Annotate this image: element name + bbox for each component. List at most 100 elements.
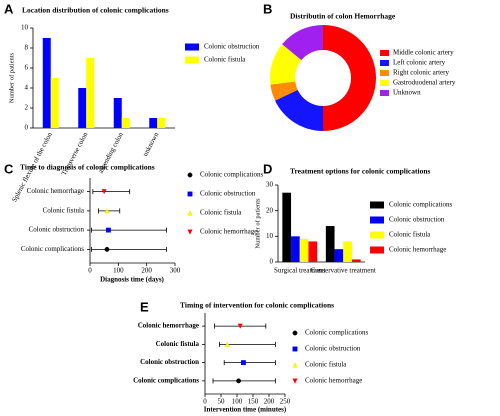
legend-swatch [370, 216, 384, 224]
legend-swatch [185, 56, 199, 64]
legend-swatch [370, 201, 384, 209]
marker [224, 341, 230, 347]
legend-label: Right colonic artery [393, 69, 449, 77]
legend-swatch [380, 80, 389, 86]
y-tick-label: 2 [25, 104, 29, 112]
marker [292, 346, 298, 352]
x-tick-label: 100 [232, 398, 243, 406]
bar [308, 241, 318, 262]
x-tick-label: Conservative treatment [311, 267, 376, 275]
legend-label: Colonic complications [305, 329, 368, 337]
bar [42, 38, 51, 128]
x-tick-label: 150 [248, 398, 259, 406]
marker [240, 360, 246, 366]
legend-label: Middle colonic artery [393, 49, 454, 57]
y-tick-label: 8 [25, 44, 29, 52]
legend-label: Colonic hemorrhage [305, 377, 362, 385]
legend-label: Colonic fistula [200, 209, 242, 217]
legend-label: Left colonic artery [393, 59, 446, 67]
chart-title: Location distribution of colonic complic… [22, 6, 169, 15]
x-tick-label: 50 [218, 398, 226, 406]
y-tick-label: 0 [270, 258, 274, 266]
marker [187, 210, 193, 216]
legend-label: Colonic obstruction [305, 345, 361, 353]
legend-swatch [380, 50, 389, 56]
bar [282, 192, 292, 262]
marker [104, 246, 110, 252]
bar [113, 98, 122, 128]
chart-title: Distributin of colon Hemorrhage [290, 12, 396, 21]
legend-label: Colonic obstruction [200, 190, 256, 198]
y-tick-label: 0 [25, 124, 29, 132]
x-tick-label: 100 [113, 267, 124, 275]
bar [78, 88, 87, 128]
y-tick-label: 6 [25, 64, 29, 72]
bar [299, 238, 309, 262]
chart-title: Treatment options for colonic complicati… [290, 167, 430, 176]
legend-swatch [370, 231, 384, 239]
x-tick-label: 200 [141, 267, 152, 275]
x-tick-label: 200 [264, 398, 275, 406]
x-tick-label: Surgical treatment [274, 267, 325, 275]
marker [101, 189, 107, 195]
legend-label: Colonic hemorrhage [389, 246, 446, 254]
marker [292, 362, 298, 368]
panel-label: B [263, 1, 272, 16]
bar [121, 118, 130, 128]
x-tick-label: unknown [141, 131, 161, 158]
x-axis-title: Intervention time (minutes) [204, 406, 287, 414]
y-tick-label: Colonic complications [133, 376, 199, 384]
slice [270, 44, 302, 85]
bar [351, 259, 361, 262]
marker [292, 330, 298, 336]
x-tick-label: 0 [203, 398, 207, 406]
slice [323, 25, 376, 131]
y-axis-title: Number of patients [254, 198, 261, 249]
panel-label: A [4, 1, 14, 16]
legend-label: Colonic hemorrhage [200, 228, 257, 236]
legend-label: Colonic fistula [305, 361, 347, 369]
x-tick-label: 250 [280, 398, 291, 406]
legend-swatch [380, 90, 389, 96]
marker [187, 191, 193, 197]
y-tick-label: Colonic complications [21, 245, 84, 253]
legend-label: Colonic obstruction [204, 43, 260, 51]
y-tick-label: 10 [21, 24, 29, 32]
legend-swatch [370, 246, 384, 254]
x-tick-label: 300 [170, 267, 181, 275]
panel-label: D [263, 161, 272, 176]
bar [334, 249, 344, 262]
slice [275, 89, 323, 131]
legend-label: Colonic complications [389, 201, 452, 209]
y-tick-label: Colonic hemorrhage [138, 322, 199, 330]
bar [343, 241, 352, 262]
legend-label: Gastroduodenal artery [393, 79, 456, 87]
panel-label: E [140, 299, 149, 314]
y-tick-label: 30 [266, 181, 274, 189]
marker [236, 378, 242, 384]
bar [157, 118, 166, 128]
y-tick-label: 10 [266, 232, 274, 240]
bar [50, 78, 59, 128]
marker [187, 172, 193, 178]
y-tick-label: Colonic hemorrhage [27, 187, 84, 195]
y-tick-label: Colonic fistula [156, 340, 200, 348]
y-tick-label: Colonic fistula [43, 206, 85, 214]
slice [270, 81, 298, 101]
marker [187, 229, 193, 235]
legend-label: Colonic fistula [389, 231, 431, 239]
y-tick-label: Colonic obstruction [29, 226, 85, 234]
chart-title: Time to diagnosis of colonic complicatio… [20, 163, 155, 172]
x-tick-label: 0 [88, 267, 92, 275]
panel-label: C [4, 161, 14, 176]
legend-label: Colonic fistula [204, 56, 246, 64]
legend-swatch [380, 60, 389, 66]
y-tick-label: 4 [25, 84, 29, 92]
legend-swatch [380, 70, 389, 76]
y-tick-label: 20 [266, 206, 274, 214]
bar [86, 58, 95, 128]
slice [282, 25, 323, 61]
y-tick-label: Colonic obstruction [140, 358, 199, 366]
marker [292, 378, 298, 384]
